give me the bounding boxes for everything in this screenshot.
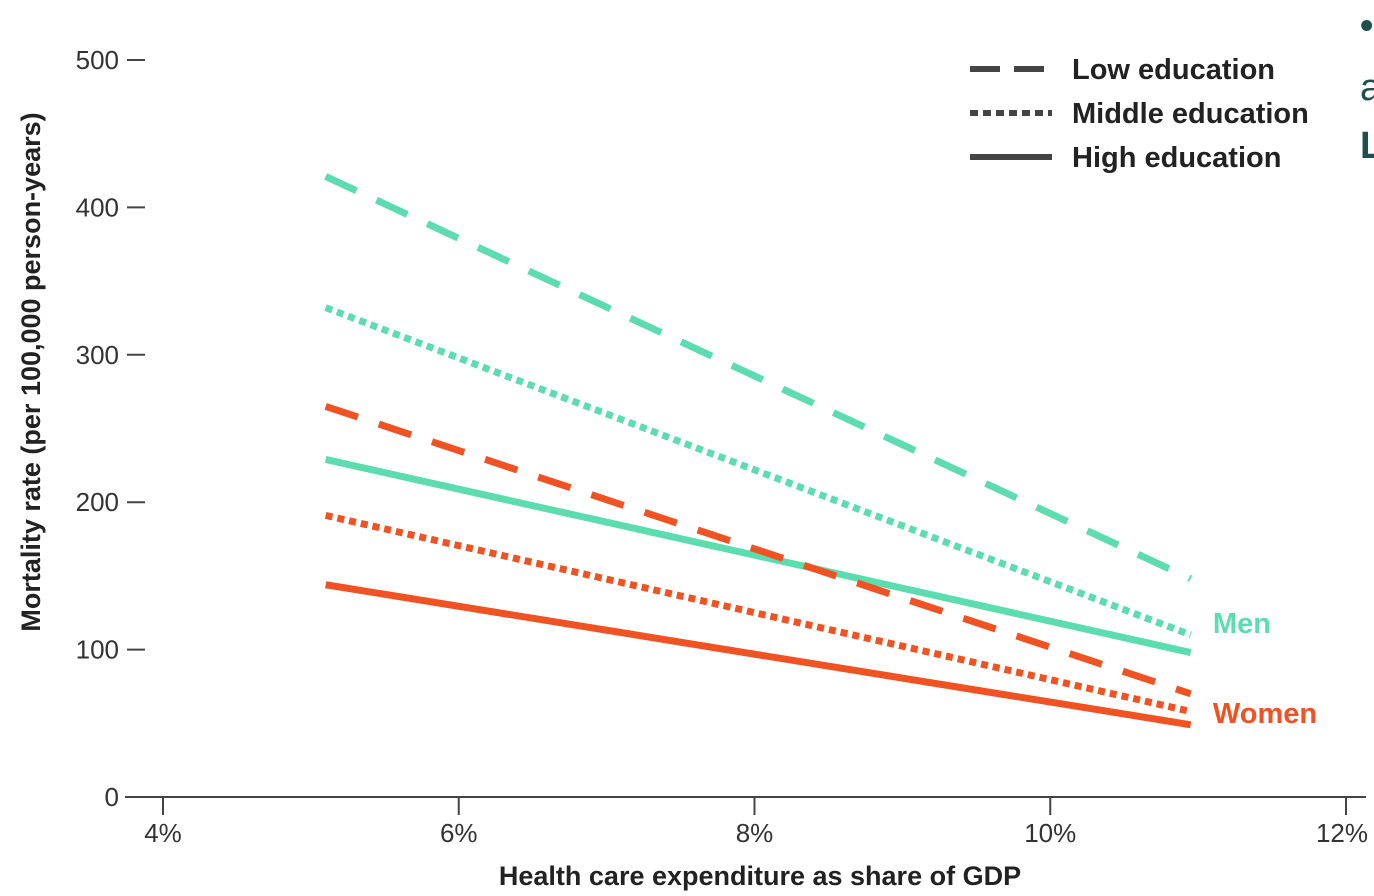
y-tick-label: 200 xyxy=(76,487,119,517)
group-label-women: Women xyxy=(1213,698,1317,730)
y-tick-label: 500 xyxy=(76,45,119,75)
y-axis-ticks: 0 100 200 300 400 500 xyxy=(76,45,145,812)
series-line-women-solid xyxy=(325,581,1192,729)
x-axis-title: Health care expenditure as share of GDP xyxy=(499,861,1021,891)
cropped-side-text: • a L xyxy=(1360,5,1374,167)
series-line-women-dotted xyxy=(324,512,1192,715)
legend-label: High education xyxy=(1072,142,1281,174)
side-text-bullet: • xyxy=(1360,5,1373,47)
x-tick-label: 4% xyxy=(144,818,182,848)
y-axis-title: Mortality rate (per 100,000 person-years… xyxy=(16,112,46,631)
series-line-men-dotted xyxy=(324,304,1192,639)
group-label-men: Men xyxy=(1213,608,1271,640)
x-tick-label: 10% xyxy=(1024,818,1076,848)
x-axis-ticks: 4% 6% 8% 10% 12% xyxy=(144,797,1368,848)
x-tick-label: 12% xyxy=(1316,818,1368,848)
legend-label: Middle education xyxy=(1072,98,1309,130)
side-text-a: a xyxy=(1360,67,1374,109)
x-tick-label: 6% xyxy=(440,818,478,848)
legend-label: Low education xyxy=(1072,54,1275,86)
y-tick-label: 0 xyxy=(105,782,119,812)
legend: Low education Middle education High educat… xyxy=(970,54,1309,174)
y-tick-label: 400 xyxy=(76,192,119,222)
side-text-l: L xyxy=(1360,125,1374,167)
y-tick-label: 300 xyxy=(76,340,119,370)
series-lines xyxy=(324,173,1193,729)
group-labels: Men Women xyxy=(1213,608,1317,730)
series-line-women-dashed xyxy=(324,403,1192,698)
series-line-men-solid xyxy=(324,456,1192,656)
series-line-men-dashed xyxy=(324,173,1193,583)
x-tick-label: 8% xyxy=(736,818,774,848)
y-tick-label: 100 xyxy=(76,635,119,665)
